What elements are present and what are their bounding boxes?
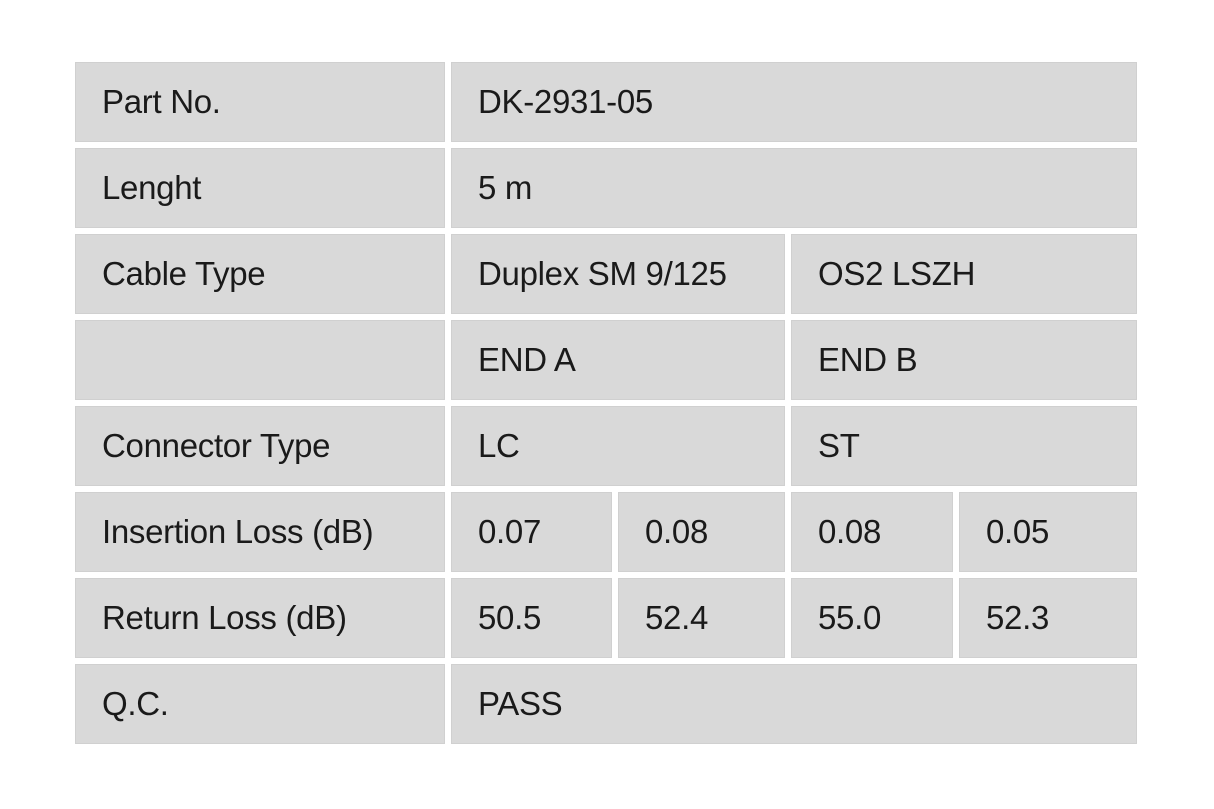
- qc-result-value: PASS: [451, 664, 1137, 744]
- return-loss-end-a-1: 50.5: [451, 578, 612, 658]
- insertion-loss-end-a-1: 0.07: [451, 492, 612, 572]
- cable-type-value-a: Duplex SM 9/125: [451, 234, 785, 314]
- spec-table: Part No. DK-2931-05 Lenght 5 m Cable Typ…: [75, 62, 1137, 744]
- end-b-header: END B: [791, 320, 1137, 400]
- connector-type-end-b: ST: [791, 406, 1137, 486]
- insertion-loss-end-b-1: 0.08: [791, 492, 953, 572]
- qc-label: Q.C.: [75, 664, 445, 744]
- connector-type-label: Connector Type: [75, 406, 445, 486]
- return-loss-end-a-2: 52.4: [618, 578, 785, 658]
- length-label: Lenght: [75, 148, 445, 228]
- cable-type-label: Cable Type: [75, 234, 445, 314]
- connector-type-end-a: LC: [451, 406, 785, 486]
- cable-type-value-b: OS2 LSZH: [791, 234, 1137, 314]
- insertion-loss-end-a-2: 0.08: [618, 492, 785, 572]
- length-value: 5 m: [451, 148, 1137, 228]
- end-header-spacer: [75, 320, 445, 400]
- return-loss-end-b-1: 55.0: [791, 578, 953, 658]
- insertion-loss-label: Insertion Loss (dB): [75, 492, 445, 572]
- insertion-loss-end-b-2: 0.05: [959, 492, 1137, 572]
- end-a-header: END A: [451, 320, 785, 400]
- return-loss-label: Return Loss (dB): [75, 578, 445, 658]
- part-no-label: Part No.: [75, 62, 445, 142]
- part-no-value: DK-2931-05: [451, 62, 1137, 142]
- return-loss-end-b-2: 52.3: [959, 578, 1137, 658]
